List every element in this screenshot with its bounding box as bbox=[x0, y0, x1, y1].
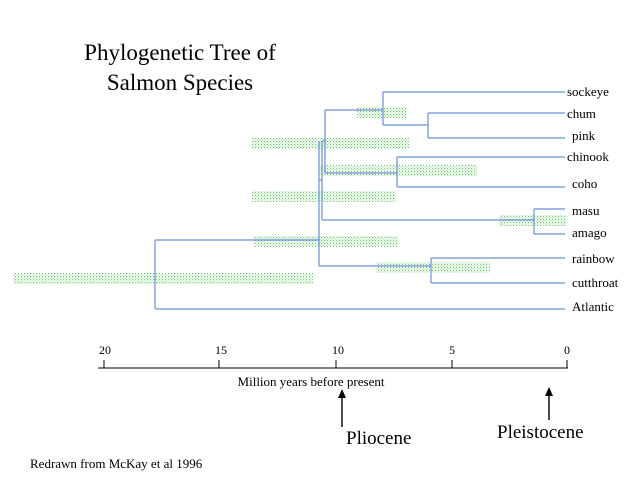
axis-tick-label-5: 5 bbox=[449, 343, 455, 357]
species-label-coho: coho bbox=[572, 176, 598, 191]
species-label-sockeye: sockeye bbox=[567, 84, 609, 99]
uncertainty-bar-root bbox=[13, 273, 313, 284]
uncertainty-bar-pacific-clade bbox=[252, 191, 396, 202]
uncertainty-bar-sockeye-chum-pink bbox=[357, 107, 407, 118]
epoch-arrows bbox=[338, 387, 553, 427]
axis-tick-label-10: 10 bbox=[332, 343, 344, 357]
uncertainty-bar-chinook-coho bbox=[320, 165, 477, 176]
axis-tick-label-20: 20 bbox=[99, 343, 111, 357]
species-label-masu: masu bbox=[572, 203, 600, 218]
diagram-title: Phylogenetic Tree of Salmon Species bbox=[60, 38, 300, 98]
axis-tick-label-15: 15 bbox=[215, 343, 227, 357]
species-label-chum: chum bbox=[567, 106, 596, 121]
species-label-chinook: chinook bbox=[567, 149, 609, 164]
species-label-amago: amago bbox=[572, 225, 607, 240]
source-credit: Redrawn from McKay et al 1996 bbox=[30, 456, 203, 471]
axis-title: Million years before present bbox=[237, 374, 385, 389]
axis-tick-label-0: 0 bbox=[564, 343, 570, 357]
pliocene-arrow-head bbox=[338, 389, 346, 398]
species-label-cutthroat: cutthroat bbox=[572, 275, 619, 290]
title-line-1: Phylogenetic Tree of bbox=[84, 40, 276, 65]
tree-branches bbox=[154, 91, 565, 310]
time-axis bbox=[98, 360, 568, 369]
pleistocene-arrow-head bbox=[545, 387, 553, 396]
uncertainty-bar-rainbow-cutthroat bbox=[376, 262, 490, 273]
epoch-label-pleistocene: Pleistocene bbox=[497, 422, 584, 443]
uncertainty-bar-oncorhynchus bbox=[253, 236, 398, 247]
species-label-rainbow: rainbow bbox=[572, 251, 615, 266]
uncertainty-bar-sockeye-chum-pink-outer bbox=[252, 138, 409, 149]
species-label-atlantic: Atlantic bbox=[572, 299, 614, 314]
epoch-label-pliocene: Pliocene bbox=[346, 428, 412, 449]
species-label-pink: pink bbox=[572, 128, 596, 143]
title-line-2: Salmon Species bbox=[106, 70, 254, 95]
